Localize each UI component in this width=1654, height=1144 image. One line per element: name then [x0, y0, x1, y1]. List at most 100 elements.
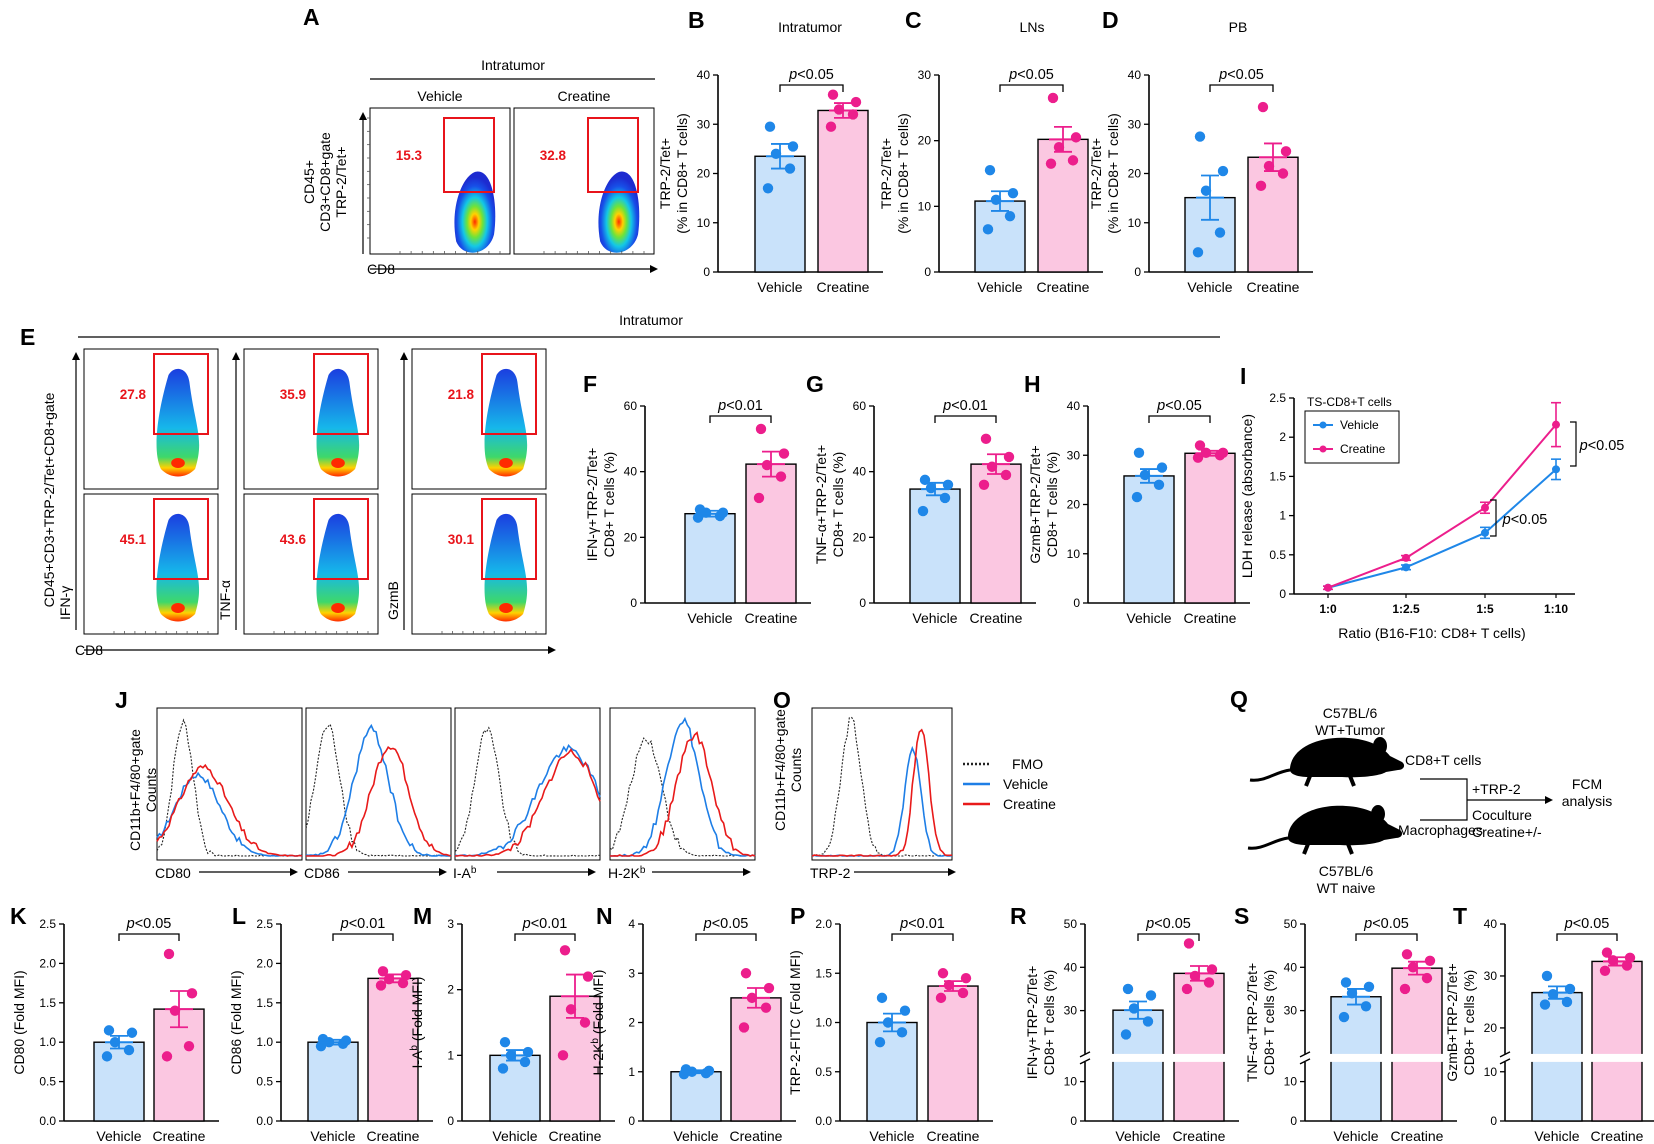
data-point — [340, 1035, 352, 1046]
data-point — [1142, 1016, 1154, 1027]
data-point — [740, 968, 752, 979]
density-streak — [316, 513, 360, 622]
significance-bracket — [1490, 499, 1497, 537]
y-tick-label: 10 — [1064, 1075, 1078, 1089]
axis-break-mark — [1499, 1051, 1511, 1058]
data-point — [397, 977, 409, 989]
creatine-curve — [811, 728, 953, 857]
data-point — [1552, 420, 1560, 429]
data-point — [186, 988, 198, 999]
panel-g: G 0 20 40 60 TNF-α+TRP-2/Tet+ CD8+ T cells (%)… — [806, 371, 1036, 626]
y-axis-label: IFN-γ+TRP-2/Tet+ — [584, 448, 600, 562]
data-point — [753, 492, 765, 504]
bar-creatine — [1591, 960, 1643, 1122]
x-tick-label: Creatine — [970, 610, 1023, 626]
panel-k: K 0.0 0.5 1.0 1.5 2.0 2.5 CD80 (Fold MFI) Vehicl… — [10, 903, 219, 1144]
data-point — [899, 1005, 911, 1016]
density-streak — [484, 368, 528, 477]
legend-j-o: FMO Vehicle Creatine — [963, 756, 1056, 812]
y-tick-label: 2.5 — [1269, 391, 1286, 405]
histogram-plot — [156, 707, 303, 861]
y-axis-label: CD8+ T cells (%) — [1041, 970, 1057, 1076]
y-tick-label: 40 — [1064, 960, 1078, 974]
y-axis-label: (% in CD8+ T cells) — [674, 113, 690, 233]
mouse-label: C57BL/6 — [1319, 863, 1374, 879]
y-tick-label: 30 — [697, 117, 711, 131]
series-line — [1327, 424, 1557, 589]
p-value: p<0.05 — [788, 67, 834, 83]
x-tick-label: Creatine — [1591, 1128, 1644, 1144]
x-tick-label: Creatine — [730, 1128, 783, 1144]
p-value: p<0.05 — [1218, 67, 1264, 83]
significance-bracket — [332, 933, 394, 941]
mouse-tumor-icon — [1249, 737, 1405, 787]
p-value: p<0.05 — [1502, 512, 1548, 528]
legend-label: FMO — [1012, 756, 1043, 772]
mouse-ear — [1373, 737, 1387, 755]
y-tick-label: 0.5 — [815, 1065, 832, 1079]
panel-label: L — [232, 903, 246, 929]
bar-creatine — [927, 985, 979, 1122]
bar-creatine — [970, 463, 1022, 604]
panel-h: H 0 10 20 30 40 GzmB+TRP-2/Tet+ CD8+ T cells (%… — [1024, 371, 1250, 626]
y-tick-label: 0 — [924, 265, 931, 279]
significance-bracket — [1570, 421, 1577, 467]
mouse-label: WT+Tumor — [1315, 722, 1385, 738]
data-point — [1280, 146, 1292, 157]
data-point — [978, 479, 990, 490]
bar-break-gap — [1591, 1053, 1643, 1062]
bar-break-gap — [1330, 1053, 1382, 1062]
p-value: p<0.05 — [1008, 67, 1054, 83]
panel-label: N — [596, 903, 613, 929]
panel-label: D — [1102, 7, 1119, 33]
x-tick-label: Vehicle — [757, 279, 802, 295]
data-point — [827, 89, 839, 100]
axis-break-mark — [1079, 1051, 1091, 1058]
y-axis-label: TNF-α+TRP-2/Tet+ — [1244, 963, 1260, 1082]
data-point — [763, 982, 775, 994]
data-point — [762, 183, 774, 194]
bar-vehicle — [1112, 1009, 1164, 1122]
panel-r: R 0 10 30 40 50 IFN-γ+TRP-2/Tet+ CD8+ T cells (… — [1010, 903, 1239, 1144]
data-point — [557, 1050, 569, 1061]
x-tick-label: Creatine — [1391, 1128, 1444, 1144]
y-axis-label: CD45+ — [301, 160, 317, 204]
y-tick-label: 0 — [630, 596, 637, 610]
gate-percent: 32.8 — [540, 148, 567, 163]
x-tick-label: 1:5 — [1476, 602, 1494, 616]
panel-n: N 0 1 2 3 4 H-2Kb (Fold MFI) Vehicle Creatine p<0… — [590, 903, 796, 1144]
mouse-ear — [1371, 805, 1385, 823]
y-tick-label: 0 — [1073, 596, 1080, 610]
flow-plot — [243, 493, 379, 635]
y-axis-label: TRP-2/Tet+ — [878, 138, 894, 209]
data-point — [942, 479, 954, 490]
arrow-head — [743, 868, 751, 876]
y-tick-label: 20 — [918, 134, 932, 148]
arrow-head — [650, 265, 658, 273]
panel-label: T — [1453, 903, 1467, 929]
x-tick-label: Vehicle — [673, 1128, 718, 1144]
bar-creatine — [745, 463, 797, 604]
y-tick-label: 40 — [1067, 399, 1081, 413]
panel-label: I — [1240, 363, 1246, 389]
data-point — [1564, 983, 1576, 995]
panel-s: S 0 10 30 40 50 TNF-α+TRP-2/Tet+ CD8+ T cells (… — [1234, 903, 1457, 1144]
density-streak — [484, 513, 528, 622]
x-tick-label: Vehicle — [869, 1128, 914, 1144]
data-point — [1156, 462, 1168, 473]
y-tick-label: 10 — [1284, 1075, 1298, 1089]
axis-break-mark — [1079, 1058, 1091, 1065]
data-point — [1183, 938, 1195, 949]
y-axis-label: I-Ab (Fold MFI) — [409, 977, 425, 1069]
creatine-curve — [156, 763, 303, 857]
significance-bracket — [999, 84, 1064, 92]
y-axis-label: GzmB+TRP-2/Tet+ — [1027, 445, 1043, 563]
y-axis-label: TRP-2-FITC (Fold MFI) — [787, 950, 803, 1095]
y-tick-label: 20 — [1067, 498, 1081, 512]
histogram-plot — [811, 707, 953, 861]
data-point — [103, 1025, 115, 1036]
data-point — [1402, 553, 1410, 562]
panel-title: Intratumor — [619, 312, 683, 328]
y-tick-label: 50 — [1284, 917, 1298, 931]
